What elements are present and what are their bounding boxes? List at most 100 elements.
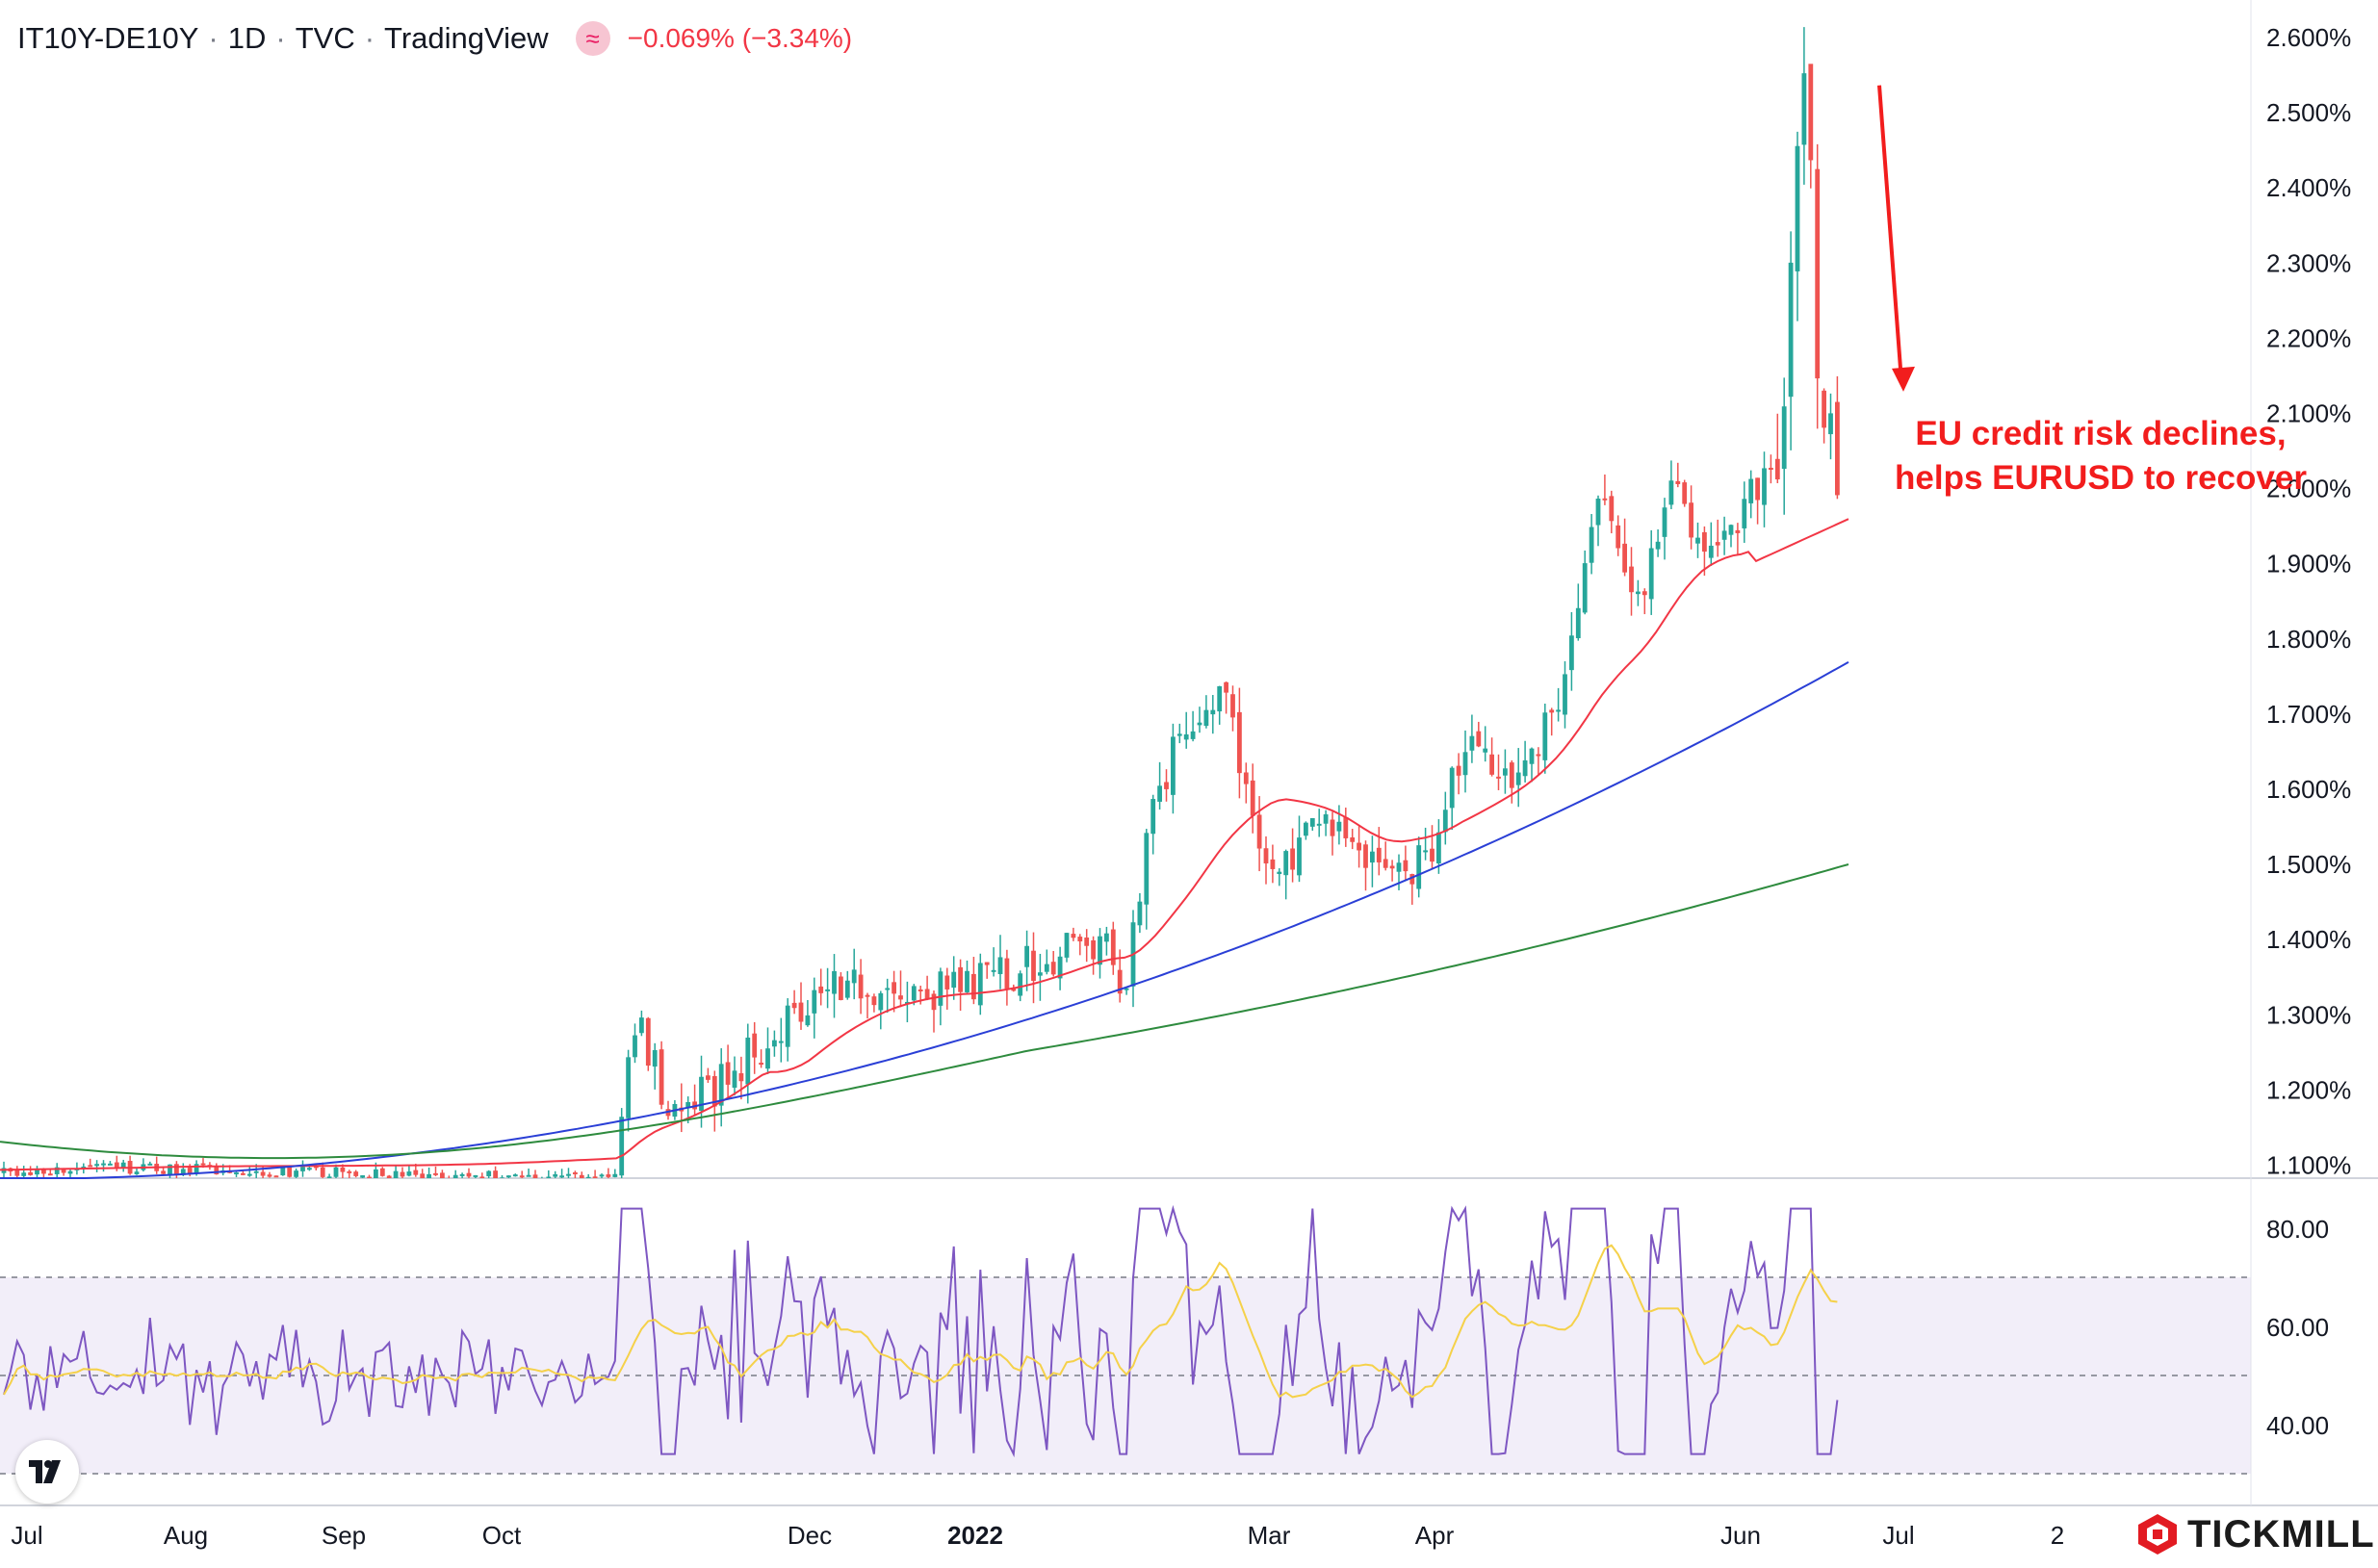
candle-body [1682,482,1688,504]
candle-body [1715,542,1720,546]
candle-body [1436,832,1441,864]
candle-body [1748,478,1754,503]
rsi-tick-label: 60.00 [2266,1313,2329,1342]
candle-body [1183,733,1189,740]
candle-body [871,996,877,1006]
candle-body [420,1173,426,1178]
candle-body [1343,816,1349,838]
candle-body [47,1173,53,1176]
candle-body [1648,548,1654,600]
candle-body [619,1117,625,1176]
candles [1,27,1840,1178]
separator-dot: · [364,21,375,55]
tradingview-logo-icon[interactable] [15,1440,79,1504]
time-tick-label: Oct [482,1521,522,1550]
candle-body [1157,785,1162,802]
candle-body [241,1172,246,1175]
symbol-name[interactable]: IT10Y-DE10Y [17,21,199,55]
candle-body [1668,480,1674,505]
candle-body [732,1070,737,1089]
candle-body [61,1169,66,1173]
candle-body [1641,591,1647,596]
candle-body [367,1176,372,1178]
candle-body [1496,776,1501,779]
candle-body [1370,851,1375,863]
candle-body [194,1164,199,1173]
candle-body [1283,851,1289,876]
price-tick-label: 1.900% [2266,550,2351,578]
candle-body [1383,859,1388,868]
candle-body [984,962,990,965]
candle-body [944,975,950,990]
price-tick-label: 2.200% [2266,323,2351,352]
candle-body [1098,936,1102,965]
time-tick-label: Jul [1882,1521,1914,1550]
candle-body [1350,836,1356,842]
candle-body [1835,401,1840,496]
candle-body [161,1170,166,1174]
candle-body [1695,537,1700,544]
candle-body [1442,810,1448,833]
candle-body [626,1057,631,1118]
price-tick-label: 2.500% [2266,98,2351,127]
candle-body [108,1163,113,1166]
candle-body [1124,988,1129,990]
candle-body [585,1176,591,1178]
candle-body [991,969,996,972]
candle-body [1031,950,1036,982]
candle-body [1563,674,1567,715]
candle-body [1828,413,1833,435]
candle-body [1781,406,1787,470]
candle-body [28,1171,33,1175]
candle-body [1503,768,1508,776]
price-tick-label: 1.700% [2266,700,2351,729]
candle-body [858,974,864,999]
candle-body [1164,782,1169,789]
candle-body [905,1001,910,1004]
candle-body [1316,823,1322,826]
candle-body [699,1076,704,1112]
candle-body [559,1175,564,1178]
market-status-icon[interactable]: ≈ [575,21,610,56]
time-tick-label: 2022 [947,1521,1003,1550]
candle-body [1323,814,1329,824]
candle-body [493,1170,498,1178]
candle-body [659,1049,664,1105]
candle-body [839,976,843,1000]
candle-body [120,1162,126,1169]
interval-label[interactable]: 1D [227,21,267,55]
candle-body [320,1167,325,1177]
price-tick-label: 1.300% [2266,1000,2351,1029]
candle-body [473,1174,478,1177]
candle-body [101,1163,106,1166]
candle-body [1403,860,1409,872]
candle-body [1609,496,1615,522]
candle-body [718,1064,724,1106]
candle-body [267,1174,272,1177]
candle-body [745,1037,751,1085]
rsi-tick-label: 80.00 [2266,1215,2329,1244]
candle-body [898,995,903,1000]
candle-body [1297,837,1302,876]
candle-body [426,1173,431,1178]
candle-body [287,1167,293,1177]
candle-body [1409,874,1415,885]
time-tick-label: Mar [1248,1521,1291,1550]
candle-body [772,1040,777,1047]
time-tick-label: Dec [788,1521,832,1550]
candle-body [1210,709,1216,715]
candle-body [1629,566,1634,593]
candle-body [200,1163,206,1166]
candle-body [300,1167,305,1171]
candle-body [114,1162,119,1169]
candle-body [1363,844,1368,868]
candle-body [592,1176,598,1178]
candle-body [386,1175,392,1178]
candle-body [706,1075,711,1080]
price-tick-label: 1.800% [2266,625,2351,654]
candle-body [1050,962,1056,975]
candle-body [752,1033,758,1058]
candle-body [313,1166,319,1169]
candle-body [1708,545,1714,558]
